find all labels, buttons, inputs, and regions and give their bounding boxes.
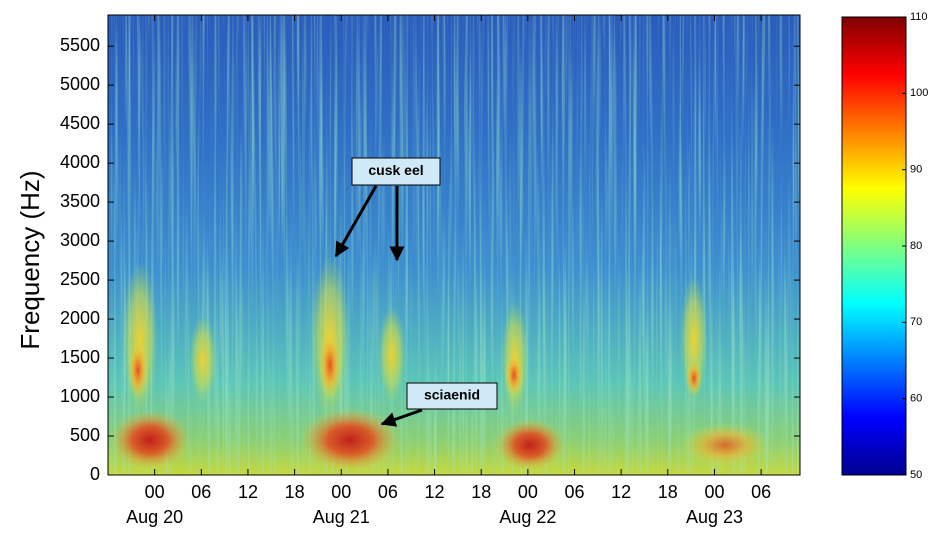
x-tick-label: 12 — [611, 482, 631, 502]
annotation-box — [406, 382, 498, 410]
x-tick-label: 18 — [285, 482, 305, 502]
x-tick-label: 18 — [471, 482, 491, 502]
hotspot — [189, 315, 217, 405]
x-tick-label: 06 — [191, 482, 211, 502]
y-tick-label: 4500 — [60, 113, 100, 133]
y-axis-label: Frequency (Hz) — [15, 170, 45, 349]
y-tick-label: 500 — [70, 425, 100, 445]
date-label: Aug 22 — [499, 507, 556, 527]
x-tick-label: 18 — [658, 482, 678, 502]
x-tick-label: 00 — [145, 482, 165, 502]
annotation-cusk-eel: cusk eel — [334, 157, 441, 262]
date-label: Aug 20 — [126, 507, 183, 527]
hotspot — [319, 330, 341, 400]
annotation-arrow — [380, 408, 423, 427]
x-tick-label: 06 — [378, 482, 398, 502]
x-tick-label: 00 — [704, 482, 724, 502]
y-tick-label: 1000 — [60, 386, 100, 406]
x-tick-label: 12 — [425, 482, 445, 502]
colorbar-tick-label: 70 — [910, 316, 922, 328]
y-tick-label: 3500 — [60, 191, 100, 211]
hotspot — [300, 408, 400, 472]
x-tick-label: 00 — [331, 482, 351, 502]
hotspot — [110, 410, 190, 470]
y-tick-label: 5500 — [60, 35, 100, 55]
y-tick-label: 0 — [90, 464, 100, 484]
spectrogram — [107, 14, 801, 476]
x-tick-label: 12 — [238, 482, 258, 502]
colorbar-tick-label: 50 — [910, 469, 922, 481]
y-tick-label: 3000 — [60, 230, 100, 250]
y-tick-label: 1500 — [60, 347, 100, 367]
date-label: Aug 21 — [313, 507, 370, 527]
colorbar-tick-label: 60 — [910, 393, 922, 405]
plot-frame — [107, 14, 801, 476]
hotspot — [505, 353, 523, 397]
colorbar-tick-label: 110 — [910, 11, 928, 23]
annotation-sciaenid: sciaenid — [380, 382, 498, 427]
colorbar-tick-label: 100 — [910, 87, 928, 99]
annotation-text: cusk eel — [368, 162, 423, 178]
x-tick-label: 00 — [518, 482, 538, 502]
hotspot — [128, 340, 148, 400]
hotspot — [378, 305, 406, 405]
hotspot — [680, 423, 770, 467]
colorbar — [841, 16, 907, 476]
hotspot — [686, 360, 702, 396]
y-tick-label: 4000 — [60, 152, 100, 172]
colorbar-tick-label: 80 — [910, 240, 922, 252]
annotation-arrow — [334, 185, 378, 258]
y-tick-label: 2000 — [60, 308, 100, 328]
y-tick-label: 2500 — [60, 269, 100, 289]
date-label: Aug 23 — [686, 507, 743, 527]
x-tick-label: 06 — [751, 482, 771, 502]
y-tick-label: 5000 — [60, 74, 100, 94]
colorbar-tick-label: 90 — [910, 164, 922, 176]
annotation-text: sciaenid — [424, 387, 480, 403]
annotation-box — [351, 157, 441, 186]
x-tick-label: 06 — [565, 482, 585, 502]
hotspot — [495, 419, 565, 471]
